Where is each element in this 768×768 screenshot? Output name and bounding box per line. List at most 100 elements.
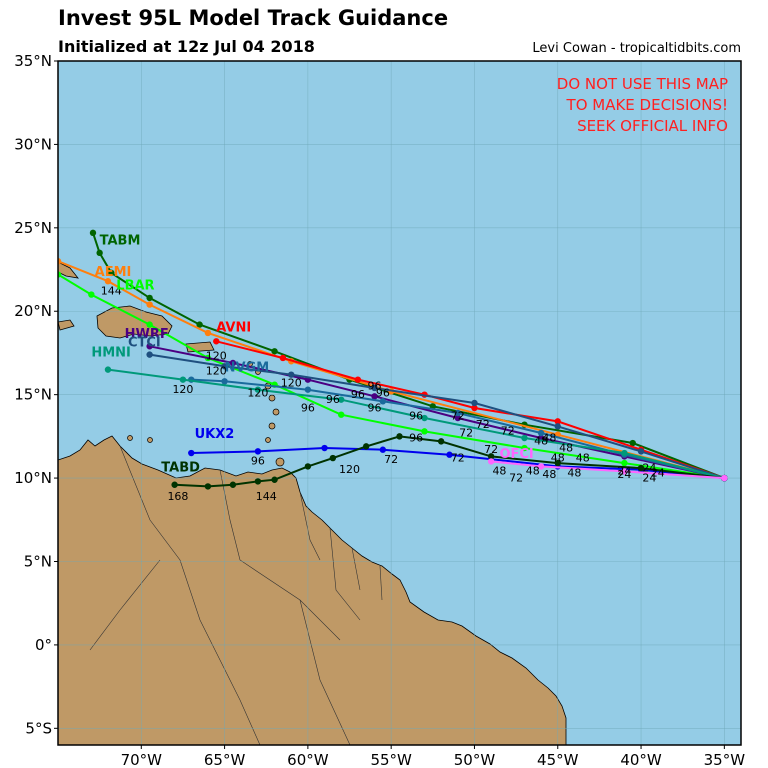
track-point — [371, 384, 378, 392]
hour-label: 24 — [642, 461, 656, 474]
hour-label: 72 — [484, 443, 498, 456]
lat-tick-label: 15°N — [14, 386, 52, 404]
track-point — [229, 481, 237, 488]
hour-label: 48 — [567, 466, 581, 479]
hour-label: 120 — [206, 365, 227, 378]
track-point — [58, 271, 62, 278]
model-label-ofci: OFCI — [499, 447, 533, 462]
model-label-lbar: LBAR — [116, 279, 154, 294]
lesser-antilles — [127, 361, 285, 467]
track-point — [146, 321, 153, 328]
hour-label: 72 — [501, 425, 515, 438]
model-label-ctci: CTCI — [128, 335, 161, 350]
track-point — [554, 418, 561, 425]
track-point — [271, 476, 278, 483]
track-point — [621, 459, 628, 467]
track-point — [108, 269, 115, 277]
hour-label: 96 — [368, 401, 382, 414]
track-point — [254, 448, 262, 455]
track-point — [204, 483, 212, 490]
track-point — [521, 444, 528, 452]
track-point — [421, 428, 428, 435]
model-tracks — [58, 229, 728, 490]
track-point — [437, 438, 445, 445]
track-point — [304, 463, 312, 470]
track-line-ofci — [491, 460, 725, 480]
track-point — [379, 398, 387, 405]
track-point — [288, 371, 295, 378]
hour-label: 72 — [476, 418, 490, 431]
track-point — [88, 291, 95, 298]
lat-tick-label: 25°N — [14, 219, 52, 237]
track-point — [179, 376, 187, 383]
hour-label: 144 — [101, 285, 122, 298]
track-point — [637, 464, 645, 472]
hour-label: 96 — [301, 401, 315, 414]
hour-label: 96 — [351, 388, 365, 401]
hour-label: 96 — [409, 410, 423, 423]
track-point — [146, 343, 153, 350]
hour-label: 48 — [542, 468, 556, 481]
warning-line-1: DO NOT USE THIS MAP — [556, 75, 728, 93]
hour-label: 72 — [384, 453, 398, 466]
track-line-ukx2 — [191, 446, 725, 480]
cuba-land — [58, 261, 79, 279]
lat-tick-label: 5°N — [24, 552, 52, 570]
track-point — [362, 443, 370, 450]
track-point — [104, 366, 112, 373]
track-point — [58, 257, 62, 265]
warning-notice: DO NOT USE THIS MAP TO MAKE DECISIONS! S… — [557, 74, 728, 137]
track-point — [221, 378, 228, 385]
track-point — [171, 481, 178, 488]
lon-tick-label: 60°W — [287, 751, 329, 768]
hour-label: 72 — [509, 471, 523, 484]
track-point — [637, 448, 645, 455]
credit: Levi Cowan - tropicaltidbits.com — [532, 41, 741, 56]
track-point — [537, 463, 545, 470]
axis-labels: 70°W 65°W 60°W 55°W 50°W 45°W 40°W 35°W 35°N 30°N… — [14, 52, 745, 768]
hour-label: 120 — [206, 350, 227, 363]
model-label-hwrf: HWRF — [125, 327, 169, 342]
hour-label: 96 — [409, 431, 423, 444]
track-point — [487, 458, 495, 465]
track-point — [279, 354, 287, 362]
track-point — [337, 411, 345, 418]
hour-label: 24 — [617, 465, 631, 478]
model-label-avni: AVNI — [216, 320, 251, 335]
land-layer — [58, 261, 567, 745]
track-point — [421, 414, 428, 422]
hour-label: 72 — [451, 410, 465, 423]
hour-label: 24 — [617, 468, 631, 481]
hour-label: 144 — [256, 490, 277, 503]
track-point — [454, 409, 462, 417]
map-frame — [57, 60, 742, 746]
hour-label: 120 — [281, 376, 302, 389]
track-point — [254, 386, 262, 393]
track-point — [188, 449, 195, 457]
track-point — [104, 278, 112, 285]
track-point — [487, 453, 495, 460]
lon-tick-label: 65°W — [204, 751, 246, 768]
track-line-ctci — [149, 353, 725, 480]
model-label-nvgm: NVGM — [225, 360, 270, 375]
lon-tick-label: 70°W — [121, 751, 163, 768]
track-point — [379, 446, 387, 453]
model-label-tabm: TABM — [100, 234, 141, 249]
track-line-tabd — [174, 435, 725, 488]
hour-label: 96 — [376, 386, 390, 399]
track-line-avni — [216, 340, 725, 480]
hour-label: 120 — [172, 383, 193, 396]
hour-label: 72 — [451, 451, 465, 464]
model-label-ukx2: UKX2 — [195, 427, 235, 442]
track-point — [554, 459, 561, 467]
track-point — [196, 321, 203, 328]
hour-label: 168 — [167, 490, 188, 503]
country-borders — [89, 445, 383, 745]
lat-tick-label: 20°N — [14, 302, 52, 320]
track-point — [146, 301, 153, 308]
track-point — [371, 393, 378, 400]
lat-tick-label: 10°N — [14, 469, 52, 487]
track-point — [454, 414, 462, 422]
track-point — [204, 329, 212, 337]
